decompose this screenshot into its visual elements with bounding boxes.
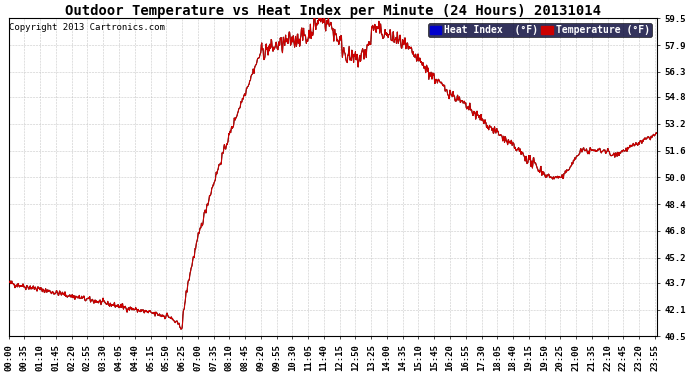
Text: Copyright 2013 Cartronics.com: Copyright 2013 Cartronics.com	[9, 23, 165, 32]
Legend: Heat Index  (°F), Temperature (°F): Heat Index (°F), Temperature (°F)	[428, 23, 652, 37]
Title: Outdoor Temperature vs Heat Index per Minute (24 Hours) 20131014: Outdoor Temperature vs Heat Index per Mi…	[65, 4, 601, 18]
